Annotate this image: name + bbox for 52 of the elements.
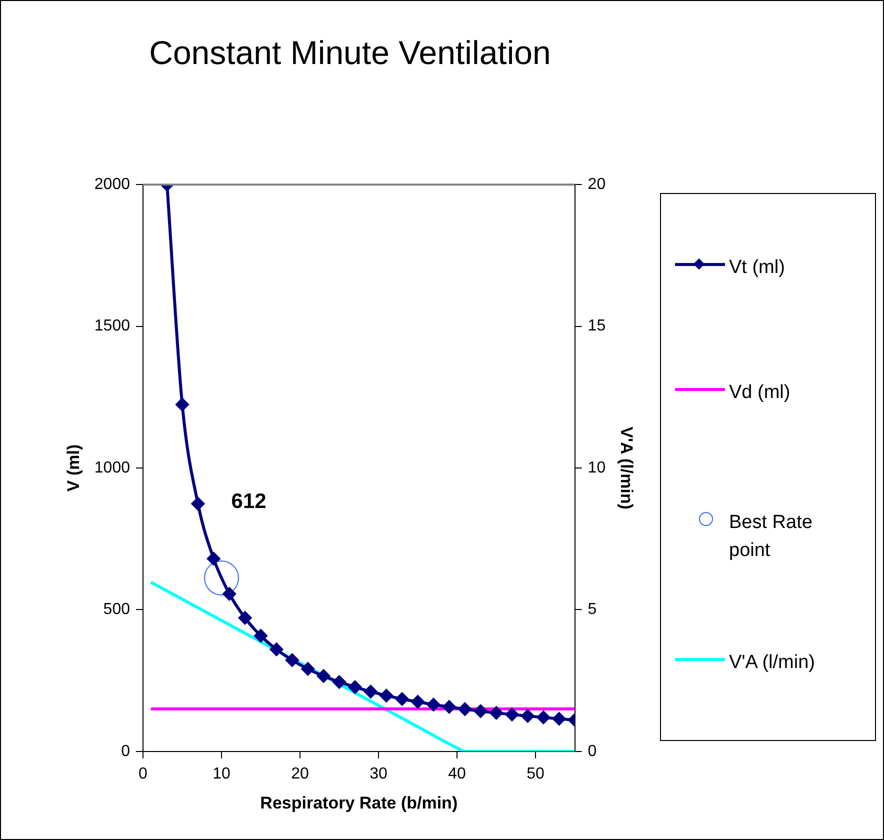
legend-label: Vd (ml) [729,381,792,405]
point [426,698,440,712]
line-series [149,580,575,752]
x-tick-label: 0 [138,765,148,782]
point [474,704,488,718]
point [301,662,314,676]
point [204,560,240,596]
x-tick-label: 50 [526,765,545,782]
point [222,587,236,600]
y2-tick-label: 10 [588,459,606,476]
x-tick-label: 10 [212,765,231,782]
x-tick-label: 40 [448,765,466,782]
y2-axis-title: V'A (l/min) [617,426,636,510]
x-axis-title: Respiratory Rate (b/min) [260,793,458,812]
point [552,712,566,726]
point [191,497,204,510]
legend-label: Vt (ml) [729,256,786,280]
x-tick-label: 30 [370,765,388,782]
annotation: 612 [231,490,266,513]
point [364,685,378,698]
x-tick-label: 20 [291,765,310,782]
point [176,398,189,412]
point [411,695,424,708]
point [317,670,330,683]
y2-tick-label: 15 [588,318,606,335]
y-tick-label: 0 [121,742,130,760]
point [490,706,503,720]
y-axis-title: V (ml) [64,444,83,492]
legend-label: V'A (l/min) [729,651,816,675]
y-tick-label: 2000 [94,176,130,194]
point [505,708,518,722]
y2-tick-label: 5 [588,601,597,618]
point [348,680,362,694]
y2-tick-label: 0 [588,742,597,760]
point [442,700,456,714]
point [380,689,393,702]
y-tick-label: 1500 [94,318,130,335]
y-tick-label: 500 [103,601,130,618]
point [332,675,346,688]
point [254,629,268,642]
point [238,611,252,624]
point [396,692,409,706]
point [536,710,550,724]
chart-title: Constant Minute Ventilation [149,34,551,71]
point [270,642,283,656]
point [207,552,220,566]
y-tick-label: 1000 [94,459,130,476]
point [286,654,299,667]
point [458,702,472,716]
legend-label: Best Rate point [729,511,814,563]
y2-tick-label: 20 [588,176,606,194]
point [521,709,534,722]
